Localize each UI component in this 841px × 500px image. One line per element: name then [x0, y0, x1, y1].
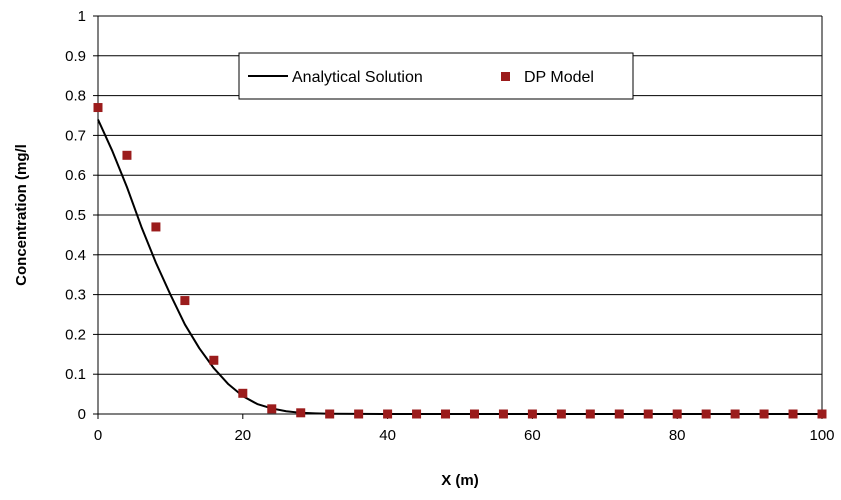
dp-model-point — [498, 409, 508, 419]
dp-model-point — [354, 409, 364, 419]
dp-model-point — [643, 409, 653, 419]
dp-model-point — [383, 409, 393, 419]
y-tick-label: 0.3 — [65, 287, 86, 304]
dp-model-point — [180, 296, 190, 306]
dp-model-point — [527, 409, 537, 419]
dp-model-point — [672, 409, 682, 419]
y-tick-label: 0.8 — [65, 88, 86, 105]
dp-model-point — [238, 388, 248, 398]
legend-label-analytical: Analytical Solution — [292, 69, 423, 86]
series — [93, 103, 827, 419]
x-tick-label: 0 — [94, 427, 102, 444]
dp-model-point — [209, 355, 219, 365]
dp-model-point — [412, 409, 422, 419]
y-tick-label: 0.7 — [65, 127, 86, 144]
y-axis-title: Concentration (mg/l — [13, 144, 30, 286]
x-tick-label: 20 — [234, 427, 251, 444]
dp-model-point — [701, 409, 711, 419]
x-tick-label: 40 — [379, 427, 396, 444]
y-tick-label: 0.2 — [65, 326, 86, 343]
dp-model-point — [296, 408, 306, 418]
dp-model-point — [730, 409, 740, 419]
x-axis-title: X (m) — [441, 472, 479, 489]
y-tick-label: 1 — [78, 8, 86, 25]
legend: Analytical Solution DP Model — [238, 52, 634, 100]
dp-model-point — [788, 409, 798, 419]
y-tick-label: 0.9 — [65, 48, 86, 65]
dp-model-point — [441, 409, 451, 419]
x-tick-label: 80 — [669, 427, 686, 444]
x-tick-label: 60 — [524, 427, 541, 444]
legend-marker-swatch — [501, 72, 510, 81]
y-tick-label: 0.5 — [65, 207, 86, 224]
dp-model-point — [759, 409, 769, 419]
analytical-solution-line — [97, 119, 822, 415]
dp-model-point — [267, 404, 277, 414]
dp-model-point — [556, 409, 566, 419]
legend-label-dp-model: DP Model — [524, 69, 594, 86]
legend-box — [238, 52, 634, 100]
dp-model-point — [93, 103, 103, 113]
y-tick-label: 0.4 — [65, 247, 86, 264]
tick-labels: 0 0.1 0.2 0.3 0.4 0.5 0.6 0.7 0.8 0.9 1 0 20 40 60 80 10… — [65, 8, 834, 444]
dp-model-point — [614, 409, 624, 419]
x-tick-label: 100 — [809, 427, 834, 444]
y-tick-label: 0.6 — [65, 167, 86, 184]
dp-model-point — [151, 222, 161, 232]
dp-model-point — [122, 150, 132, 160]
dp-model-point — [585, 409, 595, 419]
dp-model-point — [469, 409, 479, 419]
y-tick-label: 0 — [78, 406, 86, 423]
dp-model-point — [817, 409, 827, 419]
y-tick-label: 0.1 — [65, 366, 86, 383]
dp-model-point — [325, 409, 335, 419]
